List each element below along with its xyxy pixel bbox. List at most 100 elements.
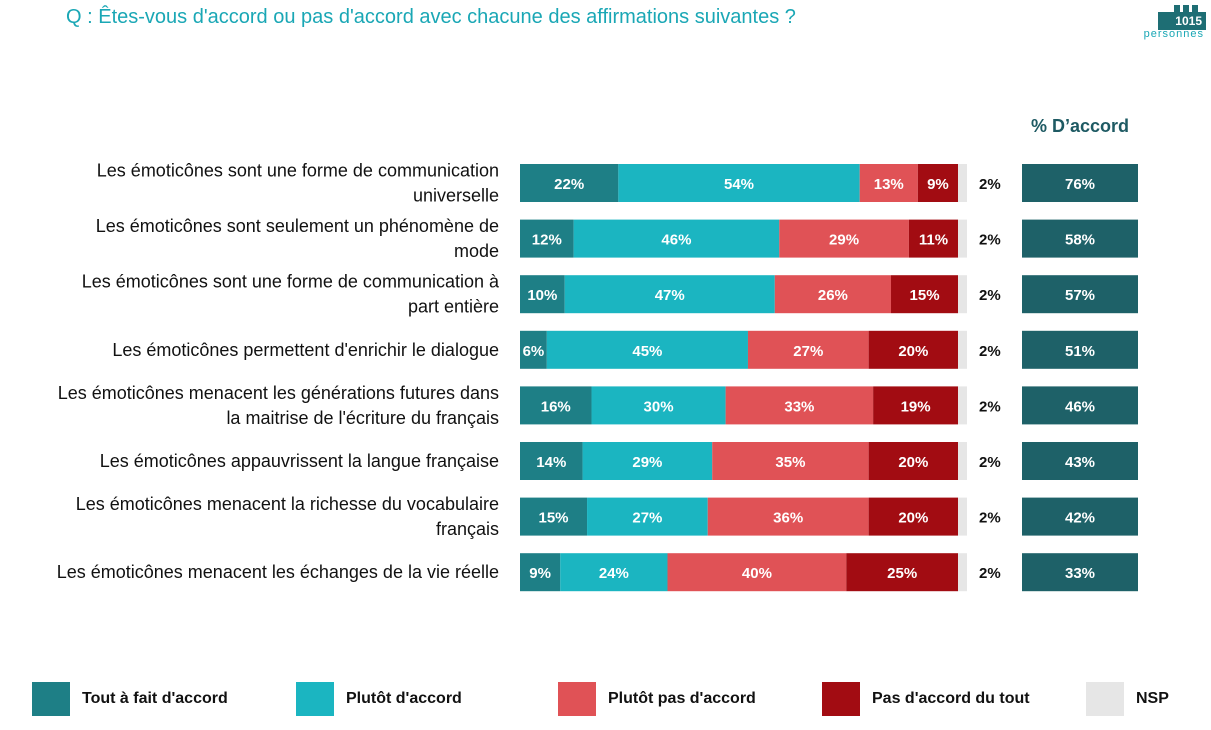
category-label-line: Les émoticônes permettent d'enrichir le … xyxy=(112,340,499,360)
bar-value-label: 40% xyxy=(742,565,772,582)
legend-label: NSP xyxy=(1136,690,1169,707)
bar-value-label: 25% xyxy=(887,565,917,582)
category-label: Les émoticônes menacent les générations … xyxy=(58,383,499,428)
bar-segment xyxy=(520,386,592,425)
accord-total-label: 33% xyxy=(1065,565,1095,582)
accord-total-label: 57% xyxy=(1065,287,1095,304)
bar-value-label: 12% xyxy=(532,232,562,249)
bar-segment xyxy=(520,442,583,480)
bar-value-label: 10% xyxy=(527,287,557,304)
nsp-value-label: 2% xyxy=(979,565,1001,582)
category-label-line: universelle xyxy=(413,186,499,206)
legend-swatch xyxy=(822,682,860,716)
bar-segment xyxy=(908,219,959,258)
chart-title: Q : Êtes-vous d'accord ou pas d'accord a… xyxy=(66,6,796,28)
category-label-line: Les émoticônes menacent les échanges de … xyxy=(57,562,499,582)
bar-segment xyxy=(958,386,967,425)
bar-value-label: 35% xyxy=(775,454,805,471)
accord-total-box xyxy=(1022,219,1138,258)
bar-value-label: 46% xyxy=(661,232,691,249)
accord-total-label: 76% xyxy=(1065,176,1095,193)
bar-value-label: 29% xyxy=(632,454,662,471)
bar-value-label: 27% xyxy=(632,510,662,527)
accord-total-box xyxy=(1022,330,1138,369)
legend-label: Plutôt pas d'accord xyxy=(608,690,756,707)
category-label: Les émoticônes sont seulement un phénomè… xyxy=(96,216,499,261)
bar-segment xyxy=(582,442,713,480)
bar-segment xyxy=(520,219,574,258)
legend-swatch xyxy=(32,682,70,716)
legend-label: Pas d'accord du tout xyxy=(872,690,1030,707)
bar-segment xyxy=(958,219,967,258)
bar-segment xyxy=(917,164,959,202)
legend-label: Plutôt d'accord xyxy=(346,690,462,707)
badge-text: personnes xyxy=(1143,28,1204,40)
category-label-line: français xyxy=(436,519,499,539)
bar-segment xyxy=(560,553,668,592)
bar-segment xyxy=(712,442,869,480)
bar-segment xyxy=(958,275,967,314)
bar-value-label: 11% xyxy=(919,232,948,249)
bar-segment xyxy=(958,442,967,480)
category-label-line: mode xyxy=(454,241,499,261)
bar-segment xyxy=(591,386,726,425)
accord-total-label: 42% xyxy=(1065,510,1095,527)
accord-total-label: 51% xyxy=(1065,343,1095,360)
legend-swatch xyxy=(558,682,596,716)
nsp-value-label: 2% xyxy=(979,398,1001,415)
bar-segment xyxy=(958,553,967,592)
bar-value-label: 47% xyxy=(655,287,685,304)
bar-segment xyxy=(868,330,959,369)
bar-value-label: 24% xyxy=(599,565,629,582)
bar-value-label: 45% xyxy=(632,343,662,360)
nsp-value-label: 2% xyxy=(979,510,1001,527)
accord-total-box xyxy=(1022,442,1138,480)
bar-segment xyxy=(891,275,959,314)
bar-value-label: 14% xyxy=(536,454,566,471)
bar-value-label: 33% xyxy=(784,398,814,415)
bar-segment xyxy=(520,497,588,536)
category-label: Les émoticônes sont une forme de communi… xyxy=(82,272,500,317)
bar-segment xyxy=(587,497,708,536)
legend-swatch xyxy=(1086,682,1124,716)
bar-segment xyxy=(859,164,918,202)
category-label-line: Les émoticônes sont une forme de communi… xyxy=(97,161,499,181)
bar-value-label: 20% xyxy=(898,454,928,471)
bar-segment xyxy=(873,386,959,425)
nsp-value-label: 2% xyxy=(979,176,1001,193)
category-label: Les émoticônes appauvrissent la langue f… xyxy=(100,451,499,471)
accord-total-box xyxy=(1022,164,1138,202)
bar-segment xyxy=(520,164,619,202)
bar-value-label: 6% xyxy=(523,343,545,360)
bar-segment xyxy=(868,442,959,480)
bar-value-label: 15% xyxy=(910,287,940,304)
badge-number: 1015 xyxy=(1158,5,1206,30)
category-label-line: Les émoticônes menacent les générations … xyxy=(58,383,499,403)
bar-segment xyxy=(725,386,874,425)
bar-value-label: 22% xyxy=(554,176,584,193)
bar-value-label: 36% xyxy=(773,510,803,527)
bar-segment xyxy=(618,164,860,202)
legend-label: Tout à fait d'accord xyxy=(82,690,228,707)
bar-segment xyxy=(573,219,780,258)
category-label-line: Les émoticônes menacent la richesse du v… xyxy=(76,494,499,514)
bar-segment xyxy=(520,553,561,592)
sample-size-badge: 1015 personnes xyxy=(1110,0,1208,40)
bar-segment xyxy=(546,330,748,369)
accord-total-box xyxy=(1022,553,1138,592)
accord-total-box xyxy=(1022,497,1138,536)
stacked-bar-chart: Les émoticônes sont une forme de communi… xyxy=(57,161,1138,592)
bar-value-label: 20% xyxy=(898,343,928,360)
bar-value-label: 9% xyxy=(927,176,949,193)
accord-column-header: % D’accord xyxy=(1030,116,1130,136)
bar-segment xyxy=(520,275,565,314)
bar-value-label: 29% xyxy=(829,232,859,249)
bar-segment xyxy=(846,553,959,592)
category-label-line: la maitrise de l'écriture du français xyxy=(226,408,499,428)
bar-value-label: 54% xyxy=(724,176,754,193)
nsp-value-label: 2% xyxy=(979,454,1001,471)
nsp-value-label: 2% xyxy=(979,232,1001,249)
accord-total-label: 43% xyxy=(1065,454,1095,471)
category-label: Les émoticônes menacent les échanges de … xyxy=(57,562,499,582)
legend-swatch xyxy=(296,682,334,716)
